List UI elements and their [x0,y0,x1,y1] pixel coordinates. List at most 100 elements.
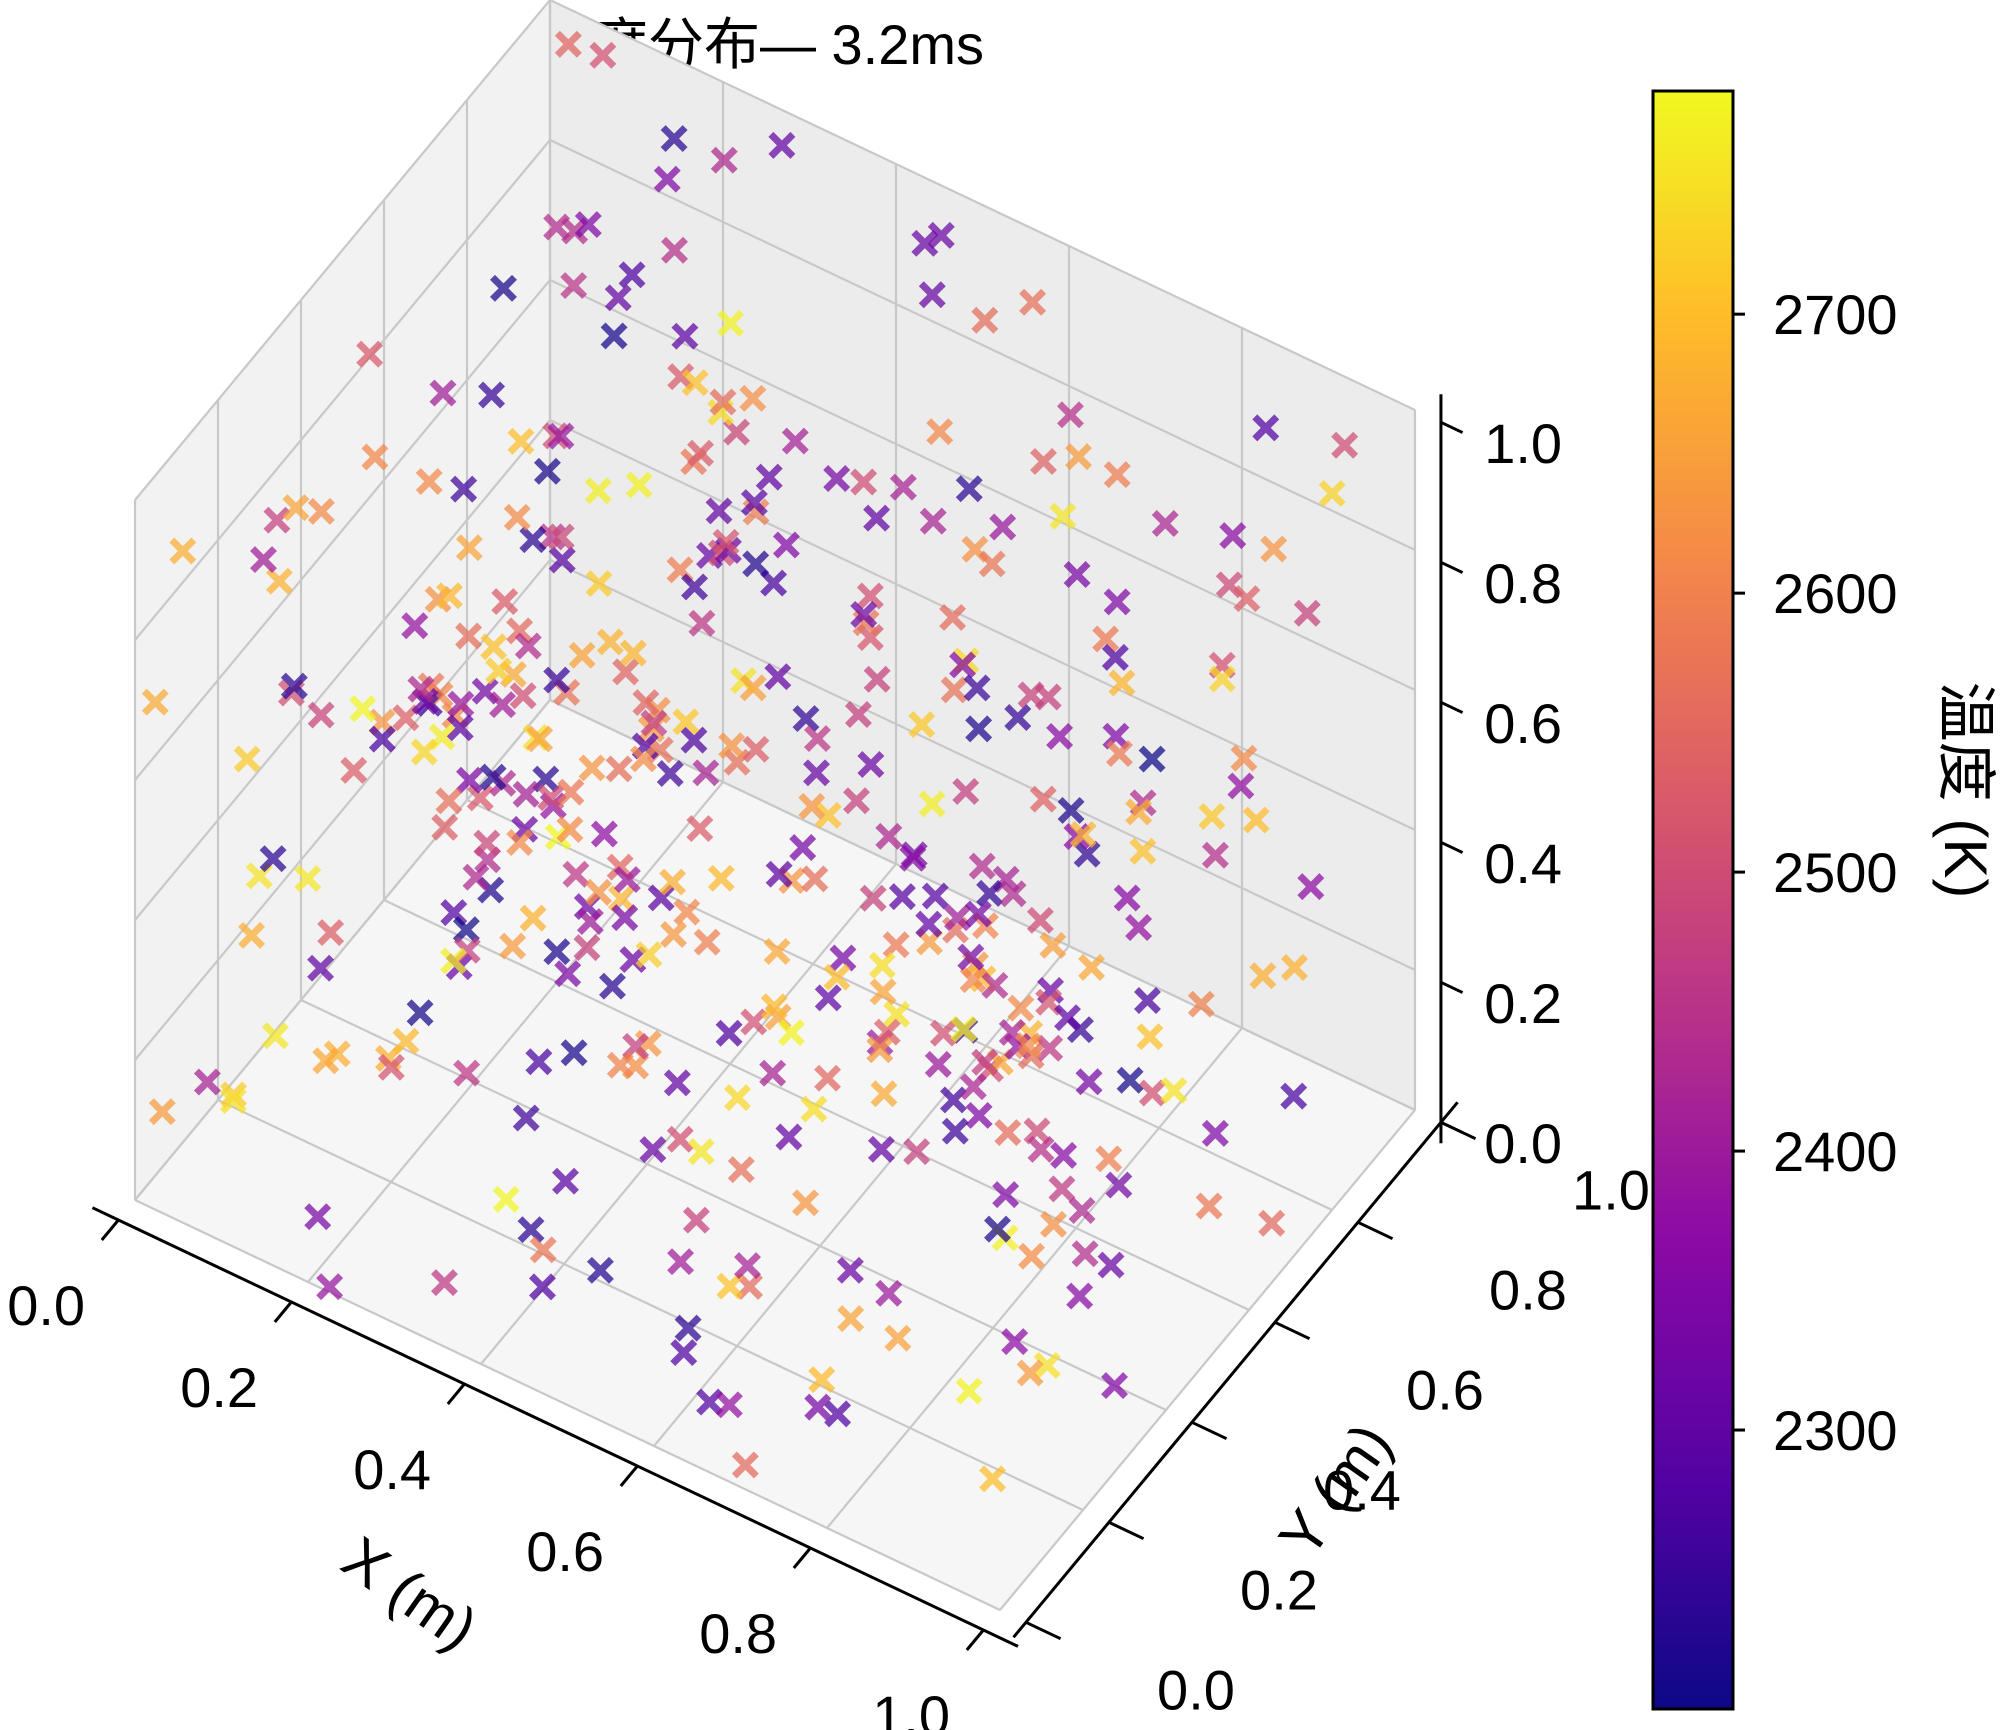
scatter-point [764,663,792,691]
scatter-point [803,759,830,787]
scatter-point [866,1036,894,1064]
scatter-point [924,1050,952,1078]
scatter-point [517,1216,545,1244]
scatter-point [949,651,977,679]
scatter-point [994,1119,1022,1147]
scatter-point [585,570,613,598]
scatter-point [1040,1210,1067,1238]
scatter-point [824,1400,852,1428]
y-tick-label: 0.2 [1240,1559,1318,1622]
scatter-point [600,322,628,350]
z-tick-label: 0.0 [1484,1112,1562,1175]
scatter-point [392,1027,420,1055]
scatter-point [889,473,917,501]
scatter-point [1103,588,1131,616]
scatter-point [1318,479,1346,507]
scatter-point [1065,443,1092,471]
scatter-point [798,792,826,820]
scatter-point [963,674,991,702]
scatter-point [1160,1077,1188,1105]
scatter-point [307,497,335,525]
scatter-point [717,309,745,337]
scatter-point [814,984,842,1012]
scatter-point [1103,461,1131,489]
scatter-point [619,639,647,667]
scatter-point [340,756,368,784]
scatter-point [955,1377,983,1405]
scatter-point [499,932,527,960]
y-tick-label: 0.6 [1406,1359,1484,1422]
scatter-point [1242,806,1270,834]
scatter-point [307,954,335,982]
z-tick-label: 0.6 [1484,692,1562,755]
scatter-point [919,507,947,535]
scatter-point [462,863,490,891]
scatter-point [543,938,571,966]
scatter-point [984,1215,1011,1243]
scatter-point [473,829,501,857]
scatter-point [557,778,585,806]
scatter-point [775,1123,803,1151]
scatter-point [1034,683,1062,711]
scatter-point [377,1053,405,1081]
scatter-point [630,745,657,773]
scatter-point [760,993,788,1021]
y-tick [1191,1420,1228,1441]
y-tick-label: 0.4 [1323,1459,1401,1522]
scatter-point [590,820,618,848]
scatter-point [971,1048,999,1076]
scatter-point [485,657,513,685]
scatter-point [506,829,534,856]
scatter-point [605,755,633,783]
scatter-point [450,475,478,503]
scatter-point [538,523,566,551]
scatter-point [349,695,377,723]
scatter-point [959,1073,987,1101]
scatter-point [625,471,653,499]
scatter-point [908,711,936,739]
scatter-point [918,281,946,309]
scatter-point [1252,414,1280,442]
scatter-point [672,708,700,736]
colorbar-label: 温度 (K) [1932,682,1999,899]
scatter-point [1195,1192,1223,1220]
x-axis-line [91,1206,1019,1648]
scatter-point [453,1059,481,1087]
scatter-point [1048,1175,1076,1203]
scatter-point [939,603,967,631]
scatter-point [1026,906,1054,934]
x-tick-label: 1.0 [872,1684,950,1730]
scatter-point [440,947,467,975]
scatter-point [547,422,575,450]
scatter-point [1101,643,1129,671]
scatter-point [452,916,480,944]
scatter-point [542,422,570,450]
scatter-point [490,274,517,302]
scatter-point [480,633,508,661]
scatter-point [760,569,788,597]
scatter-point [1198,802,1226,830]
scatter-point [709,388,737,416]
scatter-point [1258,1209,1286,1237]
z-tick-label: 0.2 [1484,972,1562,1035]
scatter-point [656,760,684,787]
scatter-point [823,465,851,492]
tick-labels: 0.00.20.40.60.81.0 0.00.20.40.60.81.00.00… [7,412,1650,1730]
scatter-point [759,1059,787,1087]
scatter-point [1201,841,1229,869]
scatter-point [1050,1141,1078,1169]
scatter-point [959,966,987,994]
scatter-point [981,971,1009,999]
scatter-point [294,865,322,893]
scatter-point [680,726,708,754]
scatter-point [1125,914,1153,941]
scatter-point [1113,884,1141,912]
scatter-point [687,439,714,467]
x-tick [792,1547,812,1569]
scatter-point [911,229,939,257]
scatter-point [884,1324,912,1352]
x-tick [446,1383,466,1405]
scatter-point [929,1019,957,1047]
scatter-point [939,1086,967,1114]
scatter-point [1029,785,1057,813]
